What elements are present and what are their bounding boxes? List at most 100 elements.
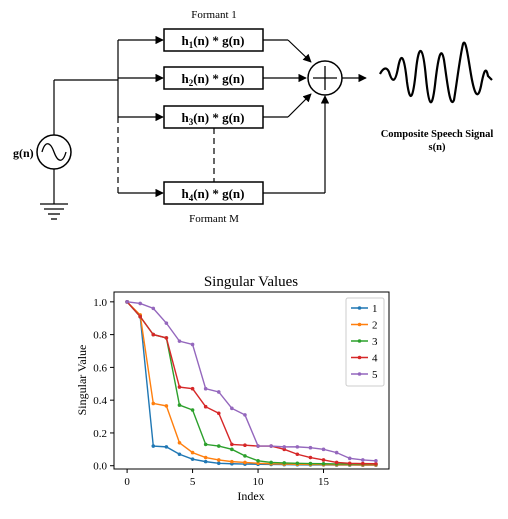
legend-marker [357, 306, 362, 310]
speech-waveform-icon [379, 41, 493, 104]
filter-subscript: 2 [189, 78, 194, 88]
data-point [203, 455, 208, 460]
data-point [321, 447, 326, 452]
data-point [203, 386, 208, 391]
legend-marker [357, 355, 362, 360]
data-point [347, 461, 352, 466]
output-signal-label: s(n) [429, 142, 446, 153]
data-point [216, 411, 221, 416]
data-point [151, 306, 156, 311]
data-point [334, 450, 339, 455]
legend-label: 4 [372, 353, 378, 365]
svg-text:h3(n) * g(n): h3(n) * g(n) [181, 110, 244, 127]
data-point [177, 440, 182, 445]
legend-item-2: 2 [351, 320, 378, 332]
filter-base: h [181, 110, 189, 125]
singular-values-chart: Singular Values 0 5 10 15 0.00.20.40.60.81.… [75, 274, 390, 503]
filter-rest: (n) * g(n) [193, 71, 244, 86]
filter-rest: (n) * g(n) [193, 110, 244, 125]
data-point [164, 336, 169, 340]
data-point [269, 460, 273, 465]
x-axis: 0 5 10 15 [124, 469, 330, 488]
plot-frame [113, 291, 390, 470]
series-line [126, 301, 376, 466]
data-point [203, 442, 208, 447]
y-tick-label: 0.0 [93, 461, 107, 473]
filter-block-2: h2(n) * g(n) [163, 66, 264, 90]
filter-block-4: h4(n) * g(n) [163, 181, 264, 205]
filter-subscript: 3 [189, 117, 194, 127]
y-tick-label: 0.8 [93, 330, 107, 342]
x-tick-label: 5 [190, 476, 196, 488]
y-axis: 0.0 0.2 0.4 0.6 0.8 1.0 [93, 297, 114, 473]
legend-marker [357, 339, 362, 343]
legend-label: 3 [372, 336, 378, 348]
x-tick-label: 0 [124, 476, 130, 488]
formant-block-diagram: g(n) Formant 1 Formant M h1(n) * g(n) [13, 9, 493, 225]
data-point [138, 301, 142, 306]
series-3 [125, 300, 378, 466]
filter-block-1: h1(n) * g(n) [163, 28, 264, 52]
filter-block-3: h3(n) * g(n) [163, 105, 264, 129]
data-point [374, 461, 378, 466]
data-point [177, 403, 182, 407]
data-point [125, 300, 129, 304]
data-point [347, 456, 352, 461]
svg-text:h4(n) * g(n): h4(n) * g(n) [181, 186, 244, 203]
legend-item-1: 1 [351, 303, 378, 315]
data-point [216, 444, 221, 448]
data-point [321, 458, 326, 462]
legend-marker [357, 372, 362, 376]
series-5 [125, 300, 378, 463]
data-point [151, 332, 156, 337]
data-point [321, 461, 326, 466]
data-point [334, 460, 339, 465]
data-point [295, 452, 300, 457]
data-point [230, 447, 234, 452]
data-point [138, 314, 142, 319]
data-point [282, 461, 287, 465]
legend-label: 5 [372, 369, 378, 381]
data-point [177, 452, 182, 457]
data-point [164, 445, 169, 449]
y-axis-label: Singular Value [75, 345, 89, 416]
y-tick-label: 0.6 [93, 362, 107, 374]
legend-item-5: 5 [351, 369, 378, 381]
filter-base: h [181, 71, 189, 86]
data-point [190, 386, 195, 391]
x-axis-label: Index [237, 489, 264, 503]
data-point [295, 445, 300, 449]
data-point [164, 404, 169, 408]
data-point [151, 401, 156, 406]
chart-title: Singular Values [204, 274, 298, 290]
data-point [203, 459, 208, 464]
data-point [361, 458, 365, 462]
legend-marker [357, 322, 362, 327]
data-point [282, 445, 287, 449]
data-point [230, 459, 234, 464]
x-tick-label: 15 [318, 476, 330, 488]
legend-label: 2 [372, 320, 378, 332]
data-point [216, 458, 221, 462]
data-point [190, 457, 195, 461]
series-layer [125, 300, 378, 468]
x-tick-label: 10 [253, 476, 265, 488]
y-tick-label: 0.2 [93, 428, 107, 440]
y-tick-label: 1.0 [93, 297, 107, 309]
legend: 1 2 3 4 5 [345, 297, 385, 387]
series-1 [125, 300, 378, 468]
y-tick-label: 0.4 [93, 395, 107, 407]
data-point [190, 342, 195, 347]
data-point [243, 454, 247, 458]
series-line [126, 301, 376, 465]
data-point [177, 339, 182, 343]
data-point [230, 406, 234, 411]
source-label: g(n) [13, 146, 34, 160]
data-point [308, 461, 313, 466]
svg-text:h2(n) * g(n): h2(n) * g(n) [181, 71, 244, 88]
filter-base: h [181, 186, 189, 201]
ground-symbol [40, 203, 68, 220]
data-point [361, 461, 365, 466]
summing-junction [307, 60, 343, 96]
